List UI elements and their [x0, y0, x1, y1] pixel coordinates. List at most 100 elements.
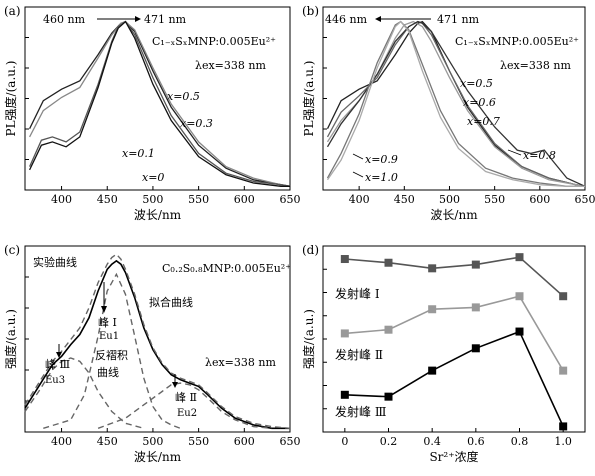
x-tick-label: 400 [349, 193, 370, 206]
data-point [340, 255, 349, 264]
peak2-sub-label: Eu2 [177, 408, 197, 419]
panel-label: (d) [302, 243, 319, 257]
panel-a: 400 450 500 550 600 650 波长/nm PL强度/(a.u.) (a) C₁₋… [3, 4, 301, 222]
data-point [471, 303, 480, 312]
data-point [428, 305, 437, 314]
series-line [29, 20, 290, 187]
x-axis-label: 波长/nm [134, 208, 182, 222]
series-line [43, 272, 181, 429]
series-label: x=0.9 [365, 153, 398, 166]
series-label: x=0.5 [167, 90, 200, 103]
series-label: x=0.3 [180, 117, 213, 130]
y-axis-label: PL强度/(a.u.) [3, 61, 18, 137]
panel-b: 400 450 500 550 600 650 波长/nm PL强度/(a.u.) (b) C₁₋… [301, 4, 595, 222]
leader-line [352, 153, 364, 160]
series-line [24, 259, 290, 430]
series-line [97, 382, 272, 429]
x-tick-label: 650 [280, 435, 301, 448]
leader-line [352, 171, 364, 178]
shift-to-label: 471 nm [144, 13, 187, 26]
data-point [471, 344, 480, 353]
x-tick-label: 450 [97, 193, 118, 206]
peak2-arrowhead [172, 382, 178, 388]
series-label: 发射峰 Ⅱ [335, 347, 383, 362]
panel-label: (a) [4, 4, 21, 18]
excitation-label: λex=338 nm [500, 59, 571, 72]
series-label: 发射峰 Ⅰ [335, 286, 380, 301]
data-point [384, 392, 393, 401]
series-label: x=1.0 [365, 171, 398, 184]
y-axis-label: PL强度/(a.u.) [301, 61, 316, 137]
chart-title: C₀.₂S₀.₈MNP:0.005Eu²⁺ [162, 262, 291, 275]
series-line [326, 20, 585, 187]
x-tick-label: 400 [51, 435, 72, 448]
series-label: x=0.5 [460, 77, 493, 90]
series-line [326, 20, 585, 187]
x-tick-label: 550 [188, 435, 209, 448]
x-tick-label: 500 [142, 193, 163, 206]
fitted-label: 拟合曲线 [149, 295, 193, 309]
series-line [24, 253, 291, 429]
x-axis-label: 波长/nm [134, 450, 182, 464]
x-tick-label: 650 [280, 193, 301, 206]
series-line [326, 20, 586, 187]
shift-arrowhead [135, 16, 141, 22]
shift-to-label: 471 nm [437, 13, 480, 26]
x-tick-label: 500 [439, 193, 460, 206]
x-tick-label: 1.0 [554, 435, 572, 448]
shift-from-label: 446 nm [325, 13, 368, 26]
x-tick-label: 0.4 [423, 435, 441, 448]
series-line [344, 330, 564, 427]
x-tick-label: 600 [234, 435, 255, 448]
x-tick-label: 550 [484, 193, 505, 206]
x-tick-label: 400 [51, 193, 72, 206]
series-label: x=0.6 [463, 96, 496, 109]
leader-line [507, 149, 522, 156]
x-tick-label: 0.6 [467, 435, 485, 448]
peak1-label: 峰 Ⅰ [98, 316, 117, 329]
peak1-arrowhead [101, 306, 107, 313]
shift-arrowhead [375, 16, 381, 22]
panel-d: 0 0.2 0.4 0.6 0.8 1.0 Sr²⁺浓度 强度/(a.u.) (d) 发射峰 Ⅰ 发… [301, 243, 586, 464]
data-point [559, 422, 568, 431]
x-tick-label: 550 [188, 193, 209, 206]
panel-label: (c) [4, 243, 20, 257]
shift-from-label: 460 nm [43, 13, 86, 26]
x-tick-label: 0.2 [380, 435, 398, 448]
data-point [471, 260, 480, 269]
panel-c: 400 450 500 550 600 650 波长/nm 强度/(a.u.) (c) C₀.₂S… [3, 243, 301, 464]
y-axis-label: 强度/(a.u.) [3, 309, 18, 369]
data-point [340, 390, 349, 399]
data-point [428, 264, 437, 273]
data-point [340, 329, 349, 338]
series-line [344, 295, 564, 372]
x-tick-label: 0.8 [511, 435, 529, 448]
data-point [559, 366, 568, 375]
x-axis-label: Sr²⁺浓度 [429, 449, 478, 464]
data-point [559, 292, 568, 301]
series-line [24, 357, 144, 429]
y-axis-label: 强度/(a.u.) [301, 309, 316, 369]
excitation-label: λex=338 nm [195, 59, 266, 72]
series-label: 发射峰 Ⅲ [335, 404, 386, 419]
x-tick-label: 450 [97, 435, 118, 448]
chart-title: C₁₋ₓSₓMNP:0.005Eu²⁺ [152, 35, 276, 48]
x-tick-label: 0 [341, 435, 348, 448]
series-label: x=0.1 [122, 147, 155, 160]
excitation-label: λex=338 nm [205, 356, 276, 369]
peak1-sub-label: Eu1 [99, 331, 119, 342]
data-point [515, 253, 524, 262]
x-axis-label: 波长/nm [430, 208, 478, 222]
deconvolution-label: 反褶积 [95, 348, 128, 362]
x-tick-label: 600 [234, 193, 255, 206]
experimental-label: 实验曲线 [33, 255, 77, 269]
data-point [515, 292, 524, 301]
panel-label: (b) [302, 4, 319, 18]
x-tick-label: 650 [575, 193, 595, 206]
chart-title: C₁₋ₓSₓMNP:0.005Eu²⁺ [455, 35, 579, 48]
data-point [515, 327, 524, 336]
series-label: x=0 [142, 171, 164, 184]
series-line [29, 20, 291, 187]
data-point [428, 366, 437, 375]
